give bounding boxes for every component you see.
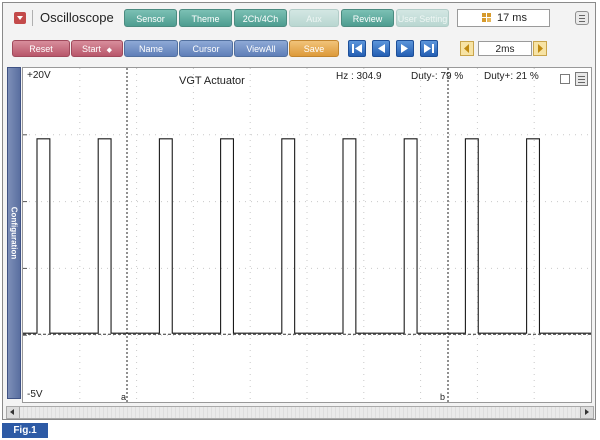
configuration-label: Configuration xyxy=(9,206,19,260)
first-page-button[interactable] xyxy=(348,40,366,57)
cursor-a-label: a xyxy=(121,392,127,402)
scroll-left-icon[interactable] xyxy=(7,407,20,418)
waveform-trace xyxy=(23,138,591,334)
scroll-right-icon[interactable] xyxy=(580,407,593,418)
options-menu-button[interactable] xyxy=(575,11,589,25)
timescale-value: 2ms xyxy=(478,41,532,56)
channel-list-icon[interactable] xyxy=(575,72,588,86)
duty-plus-readout: Duty+: 21 % xyxy=(484,71,539,82)
title-divider xyxy=(32,10,33,26)
tab-2ch-4ch[interactable]: 2Ch/4Ch xyxy=(234,9,287,27)
waveform-pulse xyxy=(465,139,478,333)
waveform-pulse xyxy=(527,139,540,333)
waveform-pulse xyxy=(159,139,172,333)
timescale-decrease-button[interactable] xyxy=(460,41,474,56)
tab-review[interactable]: Review xyxy=(341,9,394,27)
scroll-thumb[interactable] xyxy=(20,407,578,418)
horizontal-scrollbar[interactable] xyxy=(6,406,594,419)
previous-icon xyxy=(378,44,385,53)
first-page-icon xyxy=(352,44,362,53)
waveform-pulse xyxy=(282,139,295,333)
waveform-pulse xyxy=(98,139,111,333)
oscilloscope-plot[interactable]: +20V VGT Actuator Hz : 304.9 Duty-: 79 %… xyxy=(22,67,592,403)
tab-aux[interactable]: Aux xyxy=(289,9,339,27)
reset-button[interactable]: Reset xyxy=(12,40,70,57)
start-button[interactable]: Start ◆ xyxy=(71,40,123,57)
sample-time-value: 17 ms xyxy=(497,12,527,24)
last-page-button[interactable] xyxy=(420,40,438,57)
app-title: Oscilloscope xyxy=(40,10,114,25)
name-button[interactable]: Name xyxy=(124,40,178,57)
next-icon xyxy=(401,44,408,53)
waveform-pulse xyxy=(343,139,356,333)
figure-label: Fig.1 xyxy=(2,423,48,438)
y-max-label: +20V xyxy=(27,70,51,81)
last-page-icon xyxy=(424,44,434,53)
start-updown-icon: ◆ xyxy=(106,47,112,54)
viewall-button[interactable]: ViewAll xyxy=(234,40,288,57)
hz-readout: Hz : 304.9 xyxy=(336,71,382,82)
configuration-panel-toggle[interactable]: Configuration xyxy=(7,67,21,399)
sample-time-icon xyxy=(482,13,491,22)
arrow-left-icon xyxy=(464,44,469,53)
cursor-button[interactable]: Cursor xyxy=(179,40,233,57)
y-min-label: -5V xyxy=(27,389,43,400)
sample-time-display: 17 ms xyxy=(457,9,550,27)
waveform-pulse xyxy=(404,139,417,333)
next-button[interactable] xyxy=(396,40,414,57)
tab-user-setting[interactable]: User Setting xyxy=(396,9,449,27)
tab-sensor[interactable]: Sensor xyxy=(124,9,177,27)
duty-minus-readout: Duty-: 79 % xyxy=(411,71,464,82)
start-label: Start xyxy=(82,44,102,54)
waveform-pulse xyxy=(37,139,50,333)
title-bar: Oscilloscope Sensor Theme 2Ch/4Ch Aux Re… xyxy=(3,3,595,33)
channel-title: VGT Actuator xyxy=(179,75,245,87)
waveform-chart xyxy=(23,68,591,402)
tab-theme[interactable]: Theme xyxy=(179,9,232,27)
previous-button[interactable] xyxy=(372,40,390,57)
app-menu-icon[interactable] xyxy=(14,12,26,24)
waveform-pulse xyxy=(221,139,234,333)
oscilloscope-window: Oscilloscope Sensor Theme 2Ch/4Ch Aux Re… xyxy=(2,2,596,420)
channel-checkbox[interactable] xyxy=(560,74,570,84)
cursor-b-label: b xyxy=(440,392,446,402)
save-button[interactable]: Save xyxy=(289,40,339,57)
arrow-right-icon xyxy=(538,44,543,53)
timescale-increase-button[interactable] xyxy=(533,41,547,56)
